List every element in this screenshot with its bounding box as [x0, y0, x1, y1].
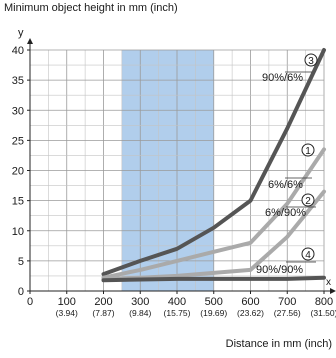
x-tick-label: 500	[205, 296, 223, 308]
y-tick-label: 15	[12, 196, 24, 208]
series-label: 90%/6%	[262, 72, 303, 84]
y-axis-arrow	[27, 38, 33, 44]
series-marker-circle	[301, 143, 315, 157]
x-tick-inch-label: (9.84)	[129, 308, 151, 318]
x-tick-inch-label: (23.62)	[237, 308, 264, 318]
series-label: 6%/90%	[265, 207, 306, 219]
x-tick-label: 600	[241, 296, 259, 308]
x-tick-label: 0	[27, 296, 33, 308]
y-tick-label: 40	[12, 45, 24, 57]
x-axis-letter: x	[326, 277, 331, 288]
x-tick-inch-label: (31.50)	[311, 308, 336, 318]
x-axis-arrow	[330, 288, 336, 294]
series-marker-number: 3	[308, 56, 314, 67]
x-tick-label: 800	[315, 296, 333, 308]
y-tick-label: 20	[12, 166, 24, 178]
series-marker-number: 1	[305, 146, 311, 157]
series-marker-circle	[301, 247, 315, 261]
chart-title: Minimum object height in mm (inch)	[4, 2, 178, 14]
x-tick-inch-label: (19.69)	[200, 308, 227, 318]
x-tick-inch-label: (7.87)	[92, 308, 114, 318]
y-tick-label: 5	[18, 256, 24, 268]
y-tick-label: 25	[12, 135, 24, 147]
series-marker-circle	[304, 53, 318, 67]
x-tick-inch-label: (15.75)	[164, 308, 191, 318]
x-tick-label: 700	[278, 296, 296, 308]
y-tick-label: 0	[18, 286, 24, 298]
series-label: 90%/90%	[256, 264, 303, 276]
series-marker-circle	[301, 193, 315, 207]
x-tick-label: 100	[58, 296, 76, 308]
x-tick-label: 200	[94, 296, 112, 308]
x-axis-title: Distance in mm (inch)	[225, 338, 332, 350]
y-tick-label: 30	[12, 105, 24, 117]
y-axis-letter: y	[18, 27, 24, 39]
x-tick-inch-label: (27.56)	[274, 308, 301, 318]
x-tick-label: 400	[168, 296, 186, 308]
y-tick-label: 35	[12, 75, 24, 87]
series-line	[101, 147, 326, 280]
series-marker-number: 2	[305, 196, 311, 207]
x-tick-inch-label: (3.94)	[56, 308, 78, 318]
series-line	[101, 48, 326, 277]
series-marker-number: 4	[305, 250, 311, 261]
series-line	[101, 275, 326, 283]
series-label: 6%/6%	[268, 179, 303, 191]
y-tick-label: 10	[12, 226, 24, 238]
x-tick-label: 300	[131, 296, 149, 308]
